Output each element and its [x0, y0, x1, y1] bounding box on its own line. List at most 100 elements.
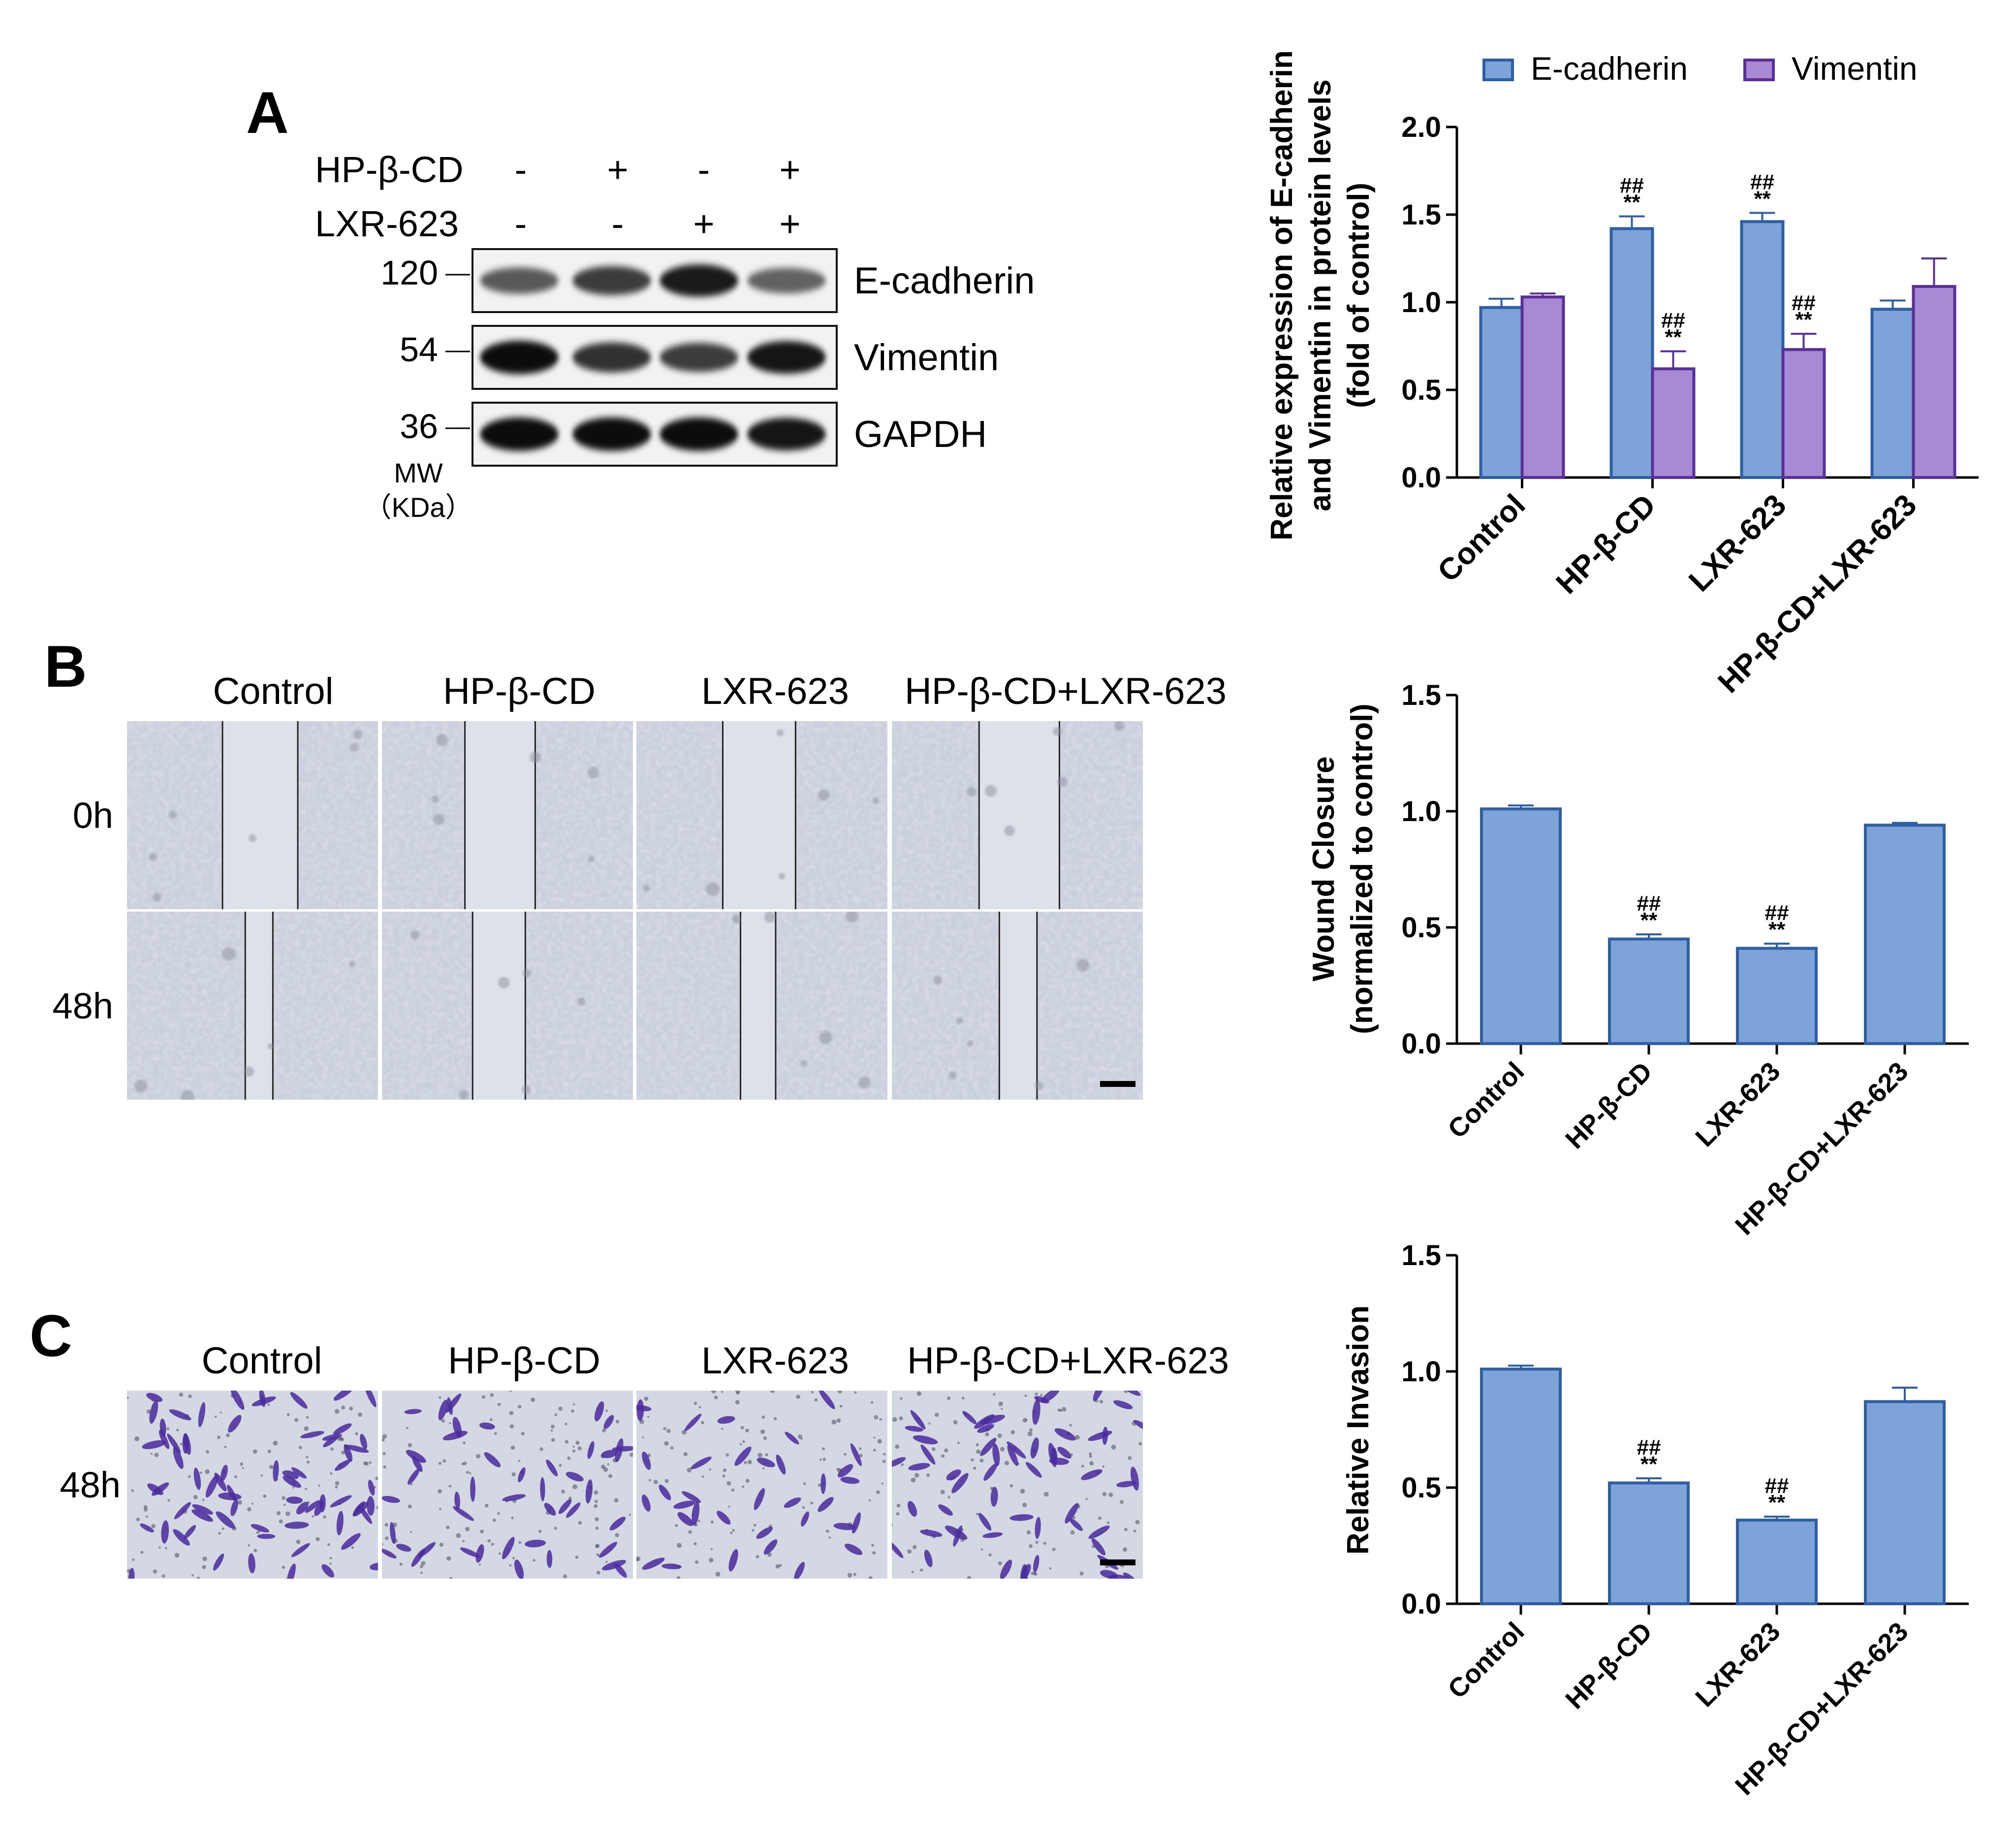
membrane-pore	[327, 1543, 330, 1546]
membrane-pore	[1128, 1456, 1132, 1460]
membrane-pore	[438, 1489, 442, 1493]
membrane-pore	[247, 1507, 252, 1512]
membrane-pore	[329, 1557, 332, 1559]
bar	[1870, 308, 1915, 479]
membrane-pore	[225, 1433, 230, 1437]
membrane-pore	[976, 1513, 979, 1516]
wound-row-label: 48h	[53, 985, 113, 1026]
blot-band	[572, 417, 651, 451]
membrane-pore	[575, 1556, 579, 1559]
stained-cell	[1030, 1437, 1039, 1459]
membrane-pore	[151, 1524, 156, 1528]
stained-cell	[404, 1409, 422, 1414]
membrane-pore	[408, 1504, 412, 1509]
stained-cell	[1033, 1555, 1040, 1573]
membrane-pore	[859, 1447, 862, 1450]
membrane-pore	[967, 1576, 972, 1579]
membrane-pore	[279, 1519, 283, 1524]
membrane-pore	[384, 1523, 388, 1527]
membrane-pore	[615, 1533, 619, 1537]
condition-sign: -	[515, 203, 527, 244]
membrane-pore	[1010, 1430, 1015, 1434]
stained-cell	[334, 1391, 355, 1401]
membrane-pore	[688, 1530, 692, 1534]
stained-cell	[892, 1540, 904, 1558]
membrane-pore	[725, 1453, 729, 1457]
x-tick-label: Control	[1442, 1617, 1530, 1704]
membrane-pore	[237, 1500, 242, 1505]
significance-label: ##	[1750, 170, 1774, 194]
membrane-pore	[466, 1471, 469, 1474]
membrane-pore	[462, 1540, 465, 1543]
membrane-pore	[234, 1475, 237, 1479]
membrane-pore	[456, 1533, 461, 1538]
stained-cell	[662, 1563, 682, 1569]
stained-cell	[1009, 1514, 1034, 1521]
membrane-pore	[465, 1526, 470, 1531]
membrane-pore	[1070, 1530, 1075, 1535]
membrane-pore	[854, 1391, 857, 1394]
membrane-pore	[775, 1564, 780, 1569]
micrograph	[127, 912, 378, 1100]
membrane-pore	[760, 1429, 765, 1434]
membrane-pore	[1123, 1547, 1128, 1552]
membrane-pore	[868, 1576, 873, 1579]
stained-cell	[291, 1467, 307, 1479]
micrograph	[636, 721, 887, 909]
membrane-pore	[879, 1418, 882, 1421]
membrane-pore	[701, 1475, 704, 1478]
bar	[1740, 220, 1785, 479]
stained-cell	[284, 1522, 309, 1529]
membrane-pore	[873, 1436, 876, 1439]
stained-cell	[382, 1549, 397, 1558]
condition-sign: -	[612, 203, 624, 244]
micrograph	[636, 912, 887, 1100]
stained-cell	[336, 1511, 344, 1536]
membrane-pore	[146, 1409, 151, 1414]
stained-cell	[305, 1500, 320, 1513]
membrane-pore	[708, 1557, 714, 1563]
mw-value: 36	[400, 407, 438, 445]
membrane-pore	[740, 1426, 744, 1430]
membrane-pore	[596, 1570, 600, 1575]
membrane-pore	[490, 1393, 494, 1397]
membrane-pore	[253, 1549, 257, 1553]
cell-debris	[587, 767, 599, 779]
membrane-pore	[739, 1443, 742, 1446]
stained-cell	[636, 1399, 644, 1421]
stained-cell	[1049, 1458, 1069, 1465]
membrane-pore	[487, 1539, 491, 1543]
membrane-pore	[1001, 1407, 1003, 1410]
stained-cell	[460, 1547, 480, 1557]
membrane-pore	[206, 1450, 209, 1454]
membrane-pore	[695, 1560, 699, 1564]
membrane-pore	[242, 1467, 244, 1469]
cell-debris	[801, 1060, 808, 1067]
stained-cell	[146, 1393, 163, 1402]
membrane-pore	[298, 1446, 302, 1450]
stained-cell	[412, 1456, 423, 1472]
membrane-pore	[607, 1463, 609, 1465]
membrane-pore	[376, 1506, 378, 1510]
membrane-pore	[565, 1423, 567, 1426]
membrane-pore	[145, 1515, 148, 1518]
membrane-pore	[1040, 1394, 1043, 1397]
significance-label: ##	[1765, 1474, 1789, 1498]
membrane-pore	[568, 1496, 572, 1500]
cell-debris	[521, 1085, 531, 1094]
stained-cell	[1032, 1399, 1040, 1425]
stained-cell	[558, 1499, 572, 1514]
stained-cell	[220, 1464, 228, 1482]
membrane-pore	[973, 1466, 976, 1470]
stained-cell	[213, 1553, 224, 1571]
cell-debris	[764, 912, 776, 923]
membrane-pore	[399, 1562, 403, 1566]
stained-cell	[257, 1533, 276, 1539]
kda-label: （KDa）	[364, 492, 473, 523]
membrane-pore	[158, 1546, 161, 1549]
y-axis-label: (normalized to control)	[1345, 703, 1379, 1034]
membrane-pore	[741, 1485, 745, 1488]
wound-gap	[740, 912, 776, 1100]
membrane-pore	[1085, 1498, 1088, 1500]
wound-column-title: LXR-623	[701, 670, 849, 712]
